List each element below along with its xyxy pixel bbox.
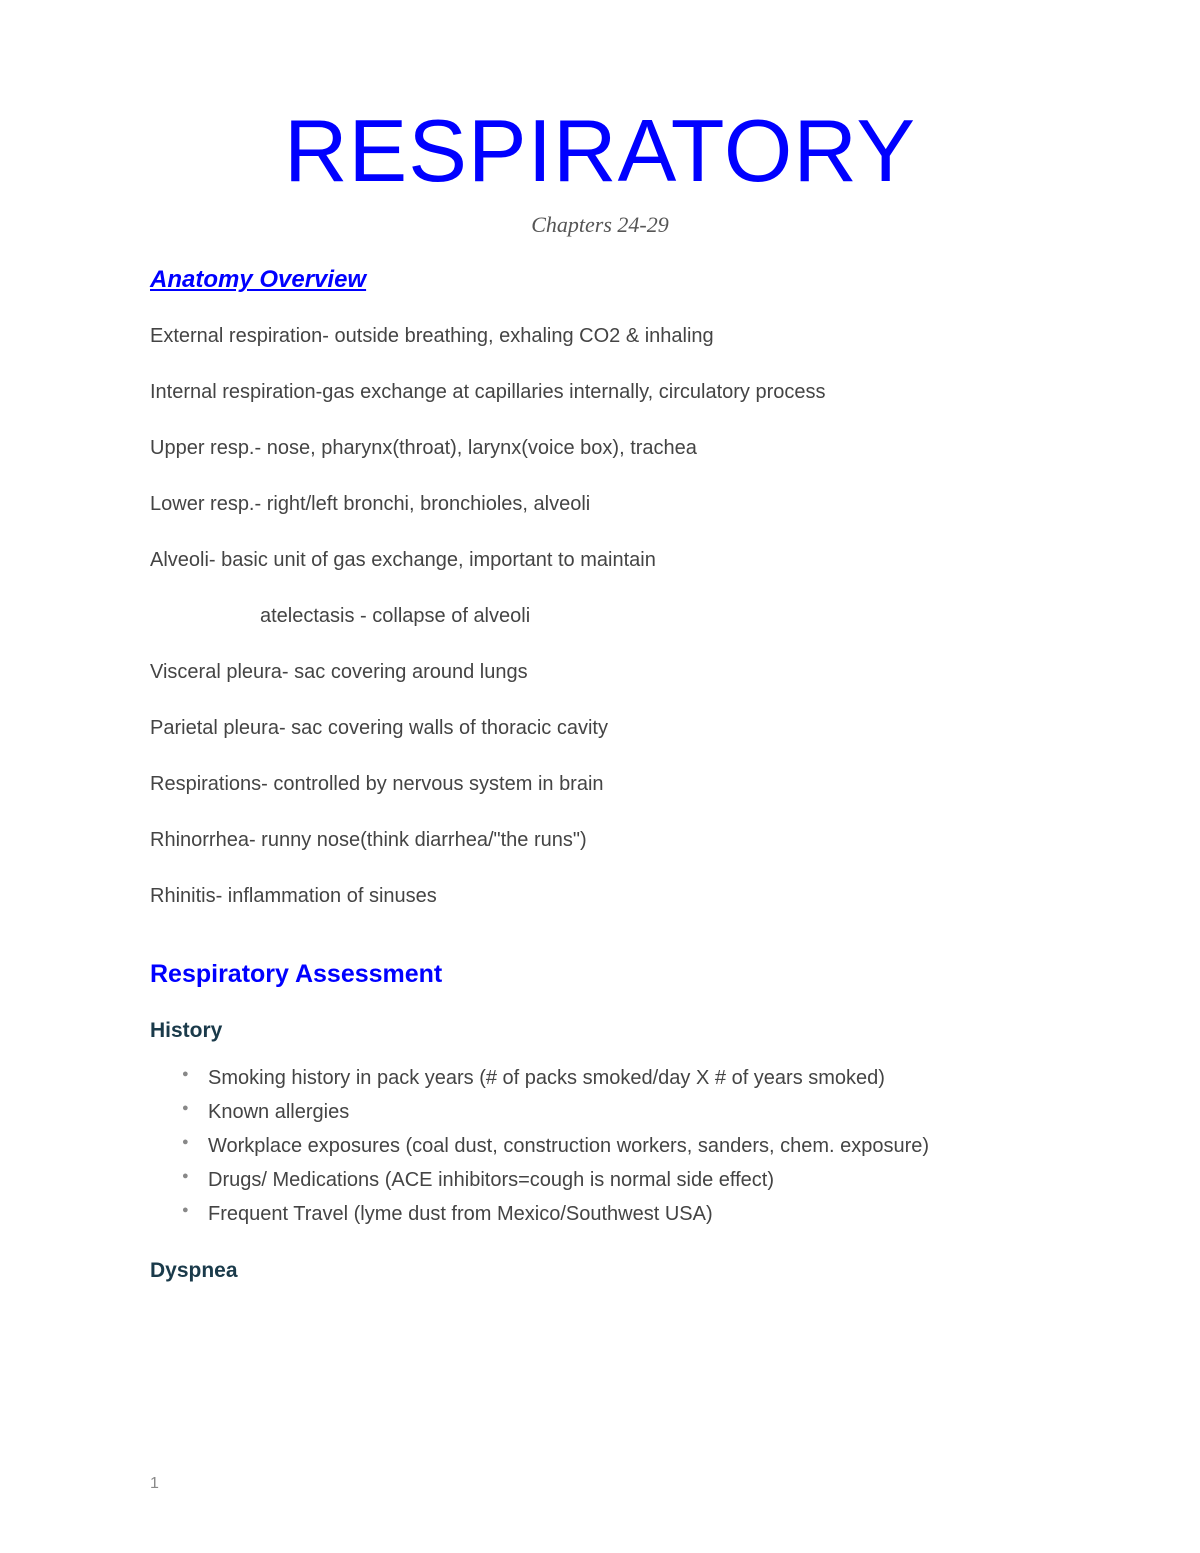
body-line: Visceral pleura- sac covering around lun… xyxy=(150,658,1050,686)
list-item: Smoking history in pack years (# of pack… xyxy=(208,1061,1050,1095)
body-line: Parietal pleura- sac covering walls of t… xyxy=(150,714,1050,742)
list-item: Workplace exposures (coal dust, construc… xyxy=(208,1129,1050,1163)
history-bullet-list: Smoking history in pack years (# of pack… xyxy=(208,1061,1050,1231)
body-line: Respirations- controlled by nervous syst… xyxy=(150,770,1050,798)
body-line-indent: atelectasis - collapse of alveoli xyxy=(260,602,1050,630)
body-line: Alveoli- basic unit of gas exchange, imp… xyxy=(150,546,1050,574)
subtitle: Chapters 24-29 xyxy=(150,212,1050,238)
main-title: RESPIRATORY xyxy=(150,100,1050,202)
sub-heading-history: History xyxy=(150,1019,1050,1043)
list-item: Known allergies xyxy=(208,1095,1050,1129)
body-line: Lower resp.- right/left bronchi, bronchi… xyxy=(150,490,1050,518)
body-line: Rhinitis- inflammation of sinuses xyxy=(150,882,1050,910)
page-number: 1 xyxy=(150,1475,159,1493)
list-item: Drugs/ Medications (ACE inhibitors=cough… xyxy=(208,1163,1050,1197)
list-item: Frequent Travel (lyme dust from Mexico/S… xyxy=(208,1197,1050,1231)
body-line: Upper resp.- nose, pharynx(throat), lary… xyxy=(150,434,1050,462)
body-line: Internal respiration-gas exchange at cap… xyxy=(150,378,1050,406)
section-heading-anatomy: Anatomy Overview xyxy=(150,266,1050,294)
body-line: External respiration- outside breathing,… xyxy=(150,322,1050,350)
document-page: RESPIRATORY Chapters 24-29 Anatomy Overv… xyxy=(0,0,1200,1361)
section-heading-assessment: Respiratory Assessment xyxy=(150,960,1050,989)
sub-heading-dyspnea: Dyspnea xyxy=(150,1259,1050,1283)
body-line: Rhinorrhea- runny nose(think diarrhea/"t… xyxy=(150,826,1050,854)
